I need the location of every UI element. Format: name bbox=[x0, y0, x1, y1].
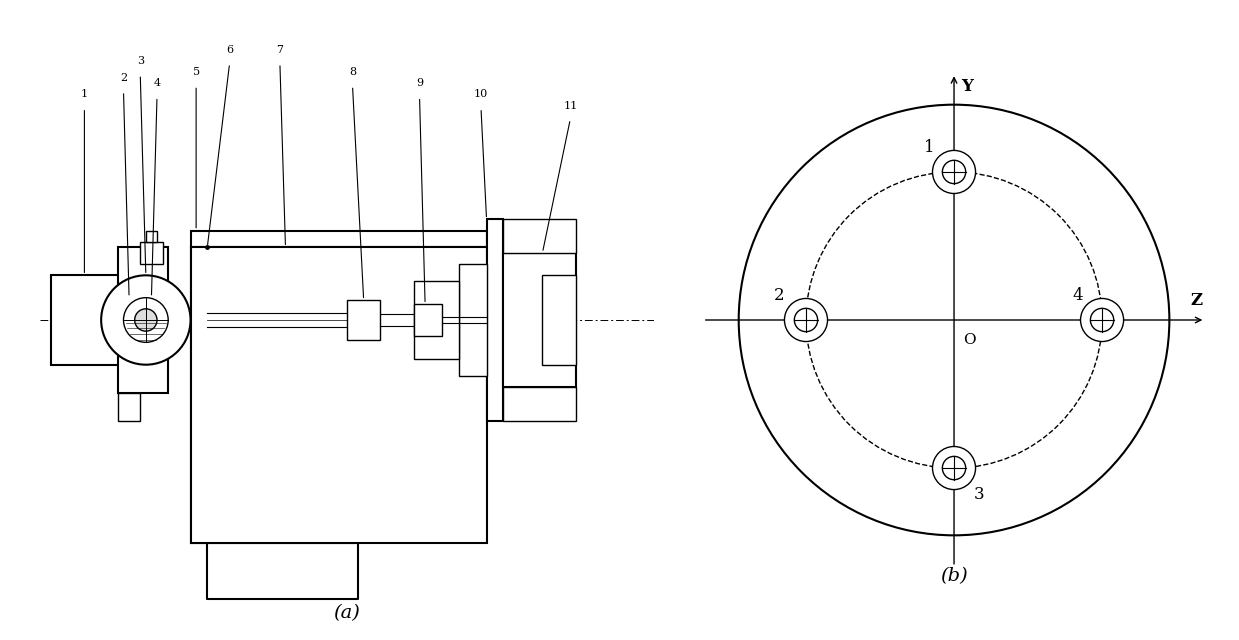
Text: Y: Y bbox=[960, 77, 973, 95]
Circle shape bbox=[933, 447, 975, 490]
Text: (a): (a) bbox=[333, 604, 361, 621]
Circle shape bbox=[943, 160, 965, 184]
Bar bbox=[503, 253, 576, 387]
Circle shape bbox=[943, 456, 965, 480]
Text: 2: 2 bbox=[774, 287, 784, 304]
Text: 4: 4 bbox=[154, 78, 161, 88]
Bar bbox=[51, 275, 124, 365]
Text: 4: 4 bbox=[1072, 287, 1083, 304]
Bar bbox=[191, 248, 207, 543]
Text: 1: 1 bbox=[924, 139, 934, 156]
Text: 11: 11 bbox=[564, 100, 577, 111]
Text: 8: 8 bbox=[349, 67, 356, 77]
Bar bbox=[503, 387, 576, 420]
Circle shape bbox=[738, 105, 1170, 535]
Bar bbox=[191, 248, 487, 543]
Circle shape bbox=[933, 150, 975, 193]
Bar bbox=[458, 264, 487, 376]
Text: (b): (b) bbox=[940, 567, 968, 585]
Bar bbox=[347, 300, 380, 340]
Text: 3: 3 bbox=[136, 56, 144, 66]
Bar bbox=[118, 392, 140, 420]
Text: 3: 3 bbox=[974, 486, 984, 504]
Circle shape bbox=[1080, 298, 1124, 342]
Text: 10: 10 bbox=[473, 90, 488, 99]
Bar bbox=[140, 242, 162, 264]
Circle shape bbox=[1090, 308, 1114, 332]
Bar bbox=[543, 275, 576, 365]
Circle shape bbox=[102, 275, 191, 365]
Text: 1: 1 bbox=[81, 90, 88, 99]
Bar bbox=[146, 230, 157, 242]
Text: 9: 9 bbox=[416, 78, 422, 88]
Bar bbox=[414, 305, 442, 335]
Bar bbox=[118, 248, 169, 392]
Circle shape bbox=[124, 298, 169, 342]
Text: 7: 7 bbox=[276, 45, 284, 54]
Bar bbox=[487, 220, 503, 420]
Bar bbox=[191, 230, 487, 248]
Bar bbox=[414, 281, 458, 359]
Bar bbox=[503, 220, 576, 253]
Circle shape bbox=[794, 308, 818, 332]
Circle shape bbox=[135, 309, 157, 331]
Text: O: O bbox=[963, 333, 975, 348]
Text: 2: 2 bbox=[120, 72, 128, 83]
Text: 6: 6 bbox=[225, 45, 233, 54]
Text: 5: 5 bbox=[192, 67, 199, 77]
Circle shape bbox=[784, 298, 828, 342]
Text: Z: Z bbox=[1191, 292, 1203, 308]
